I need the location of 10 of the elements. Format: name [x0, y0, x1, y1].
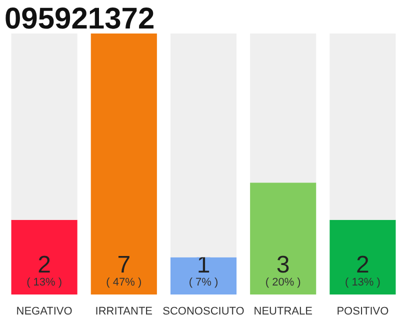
x-tick-label: IRRITANTE: [95, 306, 153, 318]
data-label: 3 ( 20% ): [265, 252, 301, 288]
x-tick-label: SCONOSCIUTO: [162, 306, 245, 318]
data-label: 2 ( 13% ): [26, 252, 62, 288]
x-tick-label: POSITIVO: [336, 306, 390, 318]
x-tick-label: NEGATIVO: [16, 306, 73, 318]
x-tick-label: NEUTRALE: [254, 306, 312, 318]
chart-title: 095921372: [4, 2, 155, 36]
data-label: 7 ( 47% ): [106, 252, 142, 288]
data-label: 2 ( 13% ): [344, 252, 380, 288]
